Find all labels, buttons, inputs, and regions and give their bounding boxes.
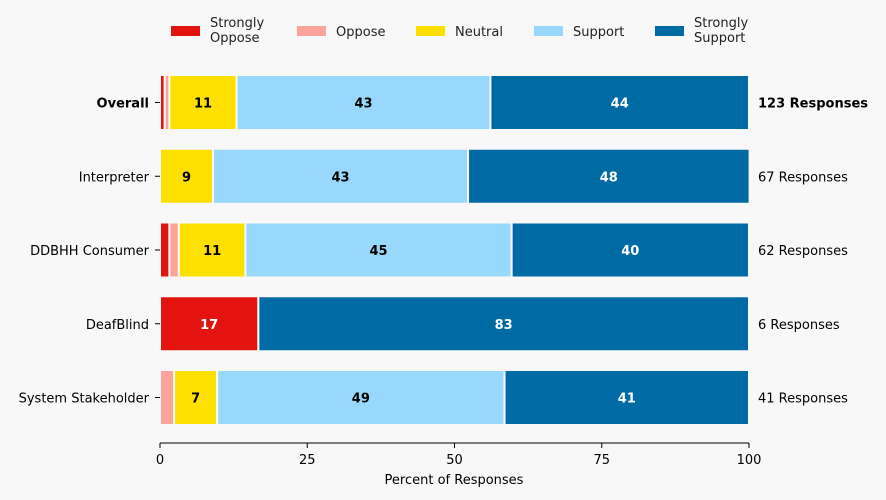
data-label-system-stakeholder-neutral: 7 (191, 392, 200, 407)
x-tick-label-0: 0 (156, 453, 164, 468)
bar-ddbhh-consumer-oppose (168, 221, 180, 279)
y-tick-label-interpreter: Interpreter (79, 170, 150, 185)
data-label-ddbhh-consumer-strongly-support: 40 (621, 244, 639, 259)
response-label-interpreter: 67 Responses (758, 170, 848, 185)
data-label-ddbhh-consumer-support: 45 (369, 244, 387, 259)
y-tick-label-ddbhh-consumer: DDBHH Consumer (30, 244, 150, 259)
y-tick-label-system-stakeholder: System Stakeholder (19, 392, 150, 407)
bar-interpreter-neutral (159, 147, 215, 205)
legend-swatch-strongly-support (655, 26, 684, 36)
response-count-labels: 123 Responses 67 Responses 62 Responses 6 R… (758, 97, 868, 407)
data-label-overall-strongly-support: 44 (611, 97, 629, 112)
x-tick-label-25: 25 (299, 453, 316, 468)
legend-label-strongly-support: Strongly (694, 16, 748, 31)
response-label-overall: 123 Responses (758, 97, 868, 112)
data-label-system-stakeholder-strongly-support: 41 (618, 392, 636, 407)
bar-system-stakeholder-neutral (173, 369, 219, 426)
legend-swatch-strongly-oppose (171, 26, 200, 36)
bars-area: 11 43 44 9 43 48 11 45 40 17 83 7 49 41 (159, 74, 751, 426)
y-tick-label-deafblind: DeafBlind (86, 318, 149, 333)
data-label-deafblind-strongly-support: 83 (495, 318, 513, 333)
x-axis: 0 25 50 75 100 (156, 442, 762, 468)
data-label-overall-neutral: 11 (194, 97, 212, 112)
bar-system-stakeholder-strongly-support (503, 369, 750, 426)
response-label-deafblind: 6 Responses (758, 318, 840, 333)
x-tick-label-75: 75 (593, 453, 610, 468)
bar-ddbhh-consumer-strongly-oppose (159, 221, 171, 279)
data-label-deafblind-strongly-oppose: 17 (200, 318, 218, 333)
legend-swatch-neutral (416, 26, 445, 36)
legend-label-support: Support (573, 25, 624, 40)
response-label-ddbhh-consumer: 62 Responses (758, 244, 848, 259)
y-tick-label-overall: Overall (97, 97, 149, 112)
legend-label-oppose: Oppose (336, 25, 385, 40)
data-label-system-stakeholder-support: 49 (352, 392, 370, 407)
bar-ddbhh-consumer-strongly-support (510, 221, 750, 279)
bar-interpreter-support (212, 147, 470, 205)
bar-deafblind-strongly-support (257, 295, 750, 353)
bar-system-stakeholder-support (216, 369, 506, 426)
legend-label-strongly-support: Support (694, 31, 745, 46)
x-tick-label-50: 50 (446, 453, 463, 468)
x-tick-label-100: 100 (737, 453, 762, 468)
bar-interpreter-strongly-support (467, 147, 751, 205)
legend-swatch-support (534, 26, 563, 36)
legend-swatch-oppose (297, 26, 326, 36)
bar-ddbhh-consumer-neutral (177, 221, 247, 279)
bar-overall-strongly-support (489, 74, 750, 131)
data-label-interpreter-support: 43 (331, 170, 349, 185)
data-label-interpreter-neutral: 9 (182, 170, 191, 185)
x-axis-label: Percent of Responses (385, 473, 524, 488)
response-label-system-stakeholder: 41 Responses (758, 392, 848, 407)
data-label-overall-support: 43 (354, 97, 372, 112)
bar-ddbhh-consumer-support (244, 221, 513, 279)
legend-label-strongly-oppose: Oppose (210, 31, 259, 46)
data-label-interpreter-strongly-support: 48 (600, 170, 618, 185)
y-axis-labels: Overall Interpreter DDBHH Consumer DeafBlin… (19, 97, 160, 407)
bar-system-stakeholder-oppose (159, 369, 176, 426)
legend-label-strongly-oppose: Strongly (210, 16, 264, 31)
data-label-ddbhh-consumer-neutral: 11 (203, 244, 221, 259)
legend-label-neutral: Neutral (455, 25, 503, 40)
bar-overall-neutral (168, 74, 238, 131)
